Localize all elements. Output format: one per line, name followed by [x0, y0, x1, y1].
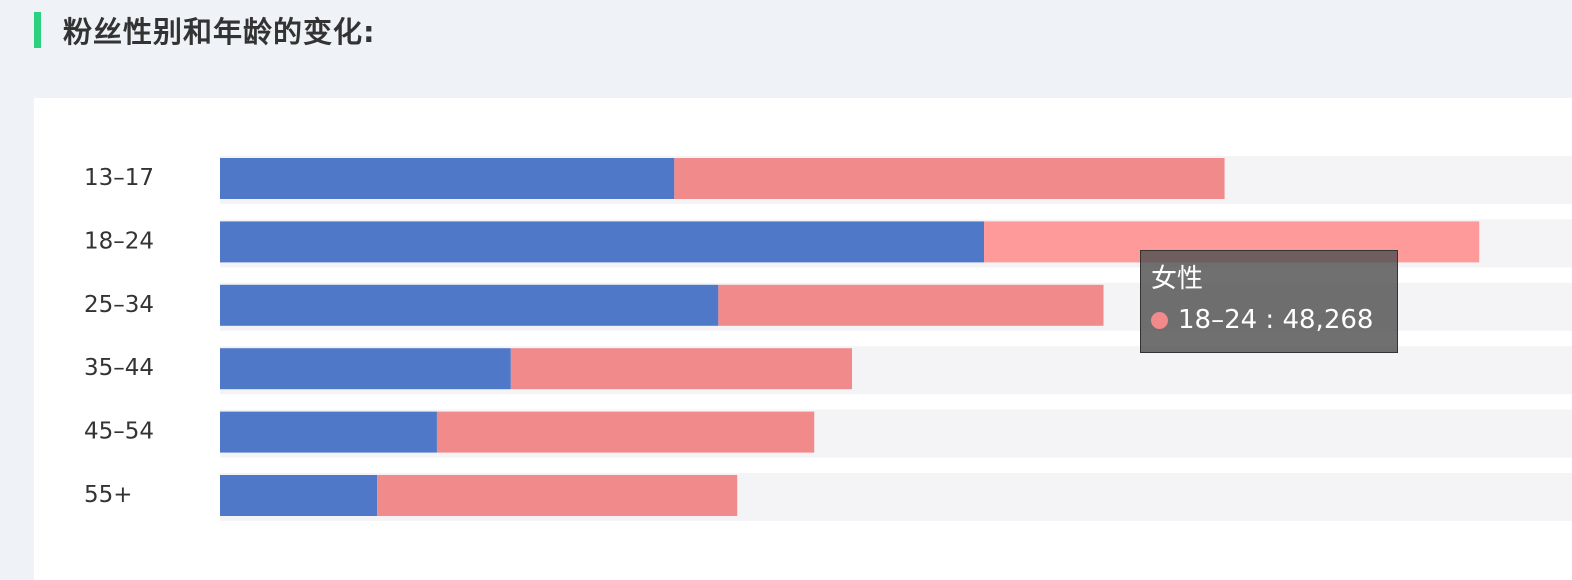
bar-series1-3[interactable] — [510, 348, 852, 390]
y-tick-label-4: 45–54 — [84, 419, 154, 445]
bar-series0-1[interactable] — [220, 221, 985, 263]
tooltip-category: 18–24 — [1178, 305, 1258, 335]
y-tick-label-1: 18–24 — [84, 228, 154, 254]
y-tick-label-5: 55+ — [84, 482, 133, 508]
chart-tooltip: 女性 18–24 : 48,268 — [1140, 250, 1398, 353]
bar-series0-5[interactable] — [220, 475, 378, 516]
tooltip-series-name: 女性 — [1151, 264, 1204, 294]
y-tick-label-0: 13–17 — [84, 165, 154, 191]
bar-series1-0[interactable] — [674, 158, 1225, 199]
bar-series0-0[interactable] — [220, 158, 675, 199]
bar-series0-3[interactable] — [220, 348, 511, 390]
tooltip-separator: : — [1257, 305, 1283, 335]
tooltip-row: 18–24 : 48,268 — [1151, 304, 1387, 336]
bar-series1-2[interactable] — [718, 284, 1104, 326]
bar-series1-4[interactable] — [436, 411, 815, 453]
tooltip-color-dot — [1151, 311, 1168, 329]
bar-series1-5[interactable] — [377, 475, 738, 516]
section-title: 粉丝性别和年龄的变化: — [63, 15, 376, 49]
y-tick-label-2: 25–34 — [84, 292, 154, 318]
y-tick-label-3: 35–44 — [84, 355, 154, 381]
section-accent-bar — [34, 12, 41, 48]
bar-series0-4[interactable] — [220, 411, 437, 453]
section-header: 粉丝性别和年龄的变化: — [34, 12, 376, 49]
bar-series0-2[interactable] — [220, 284, 719, 326]
tooltip-value: 48,268 — [1282, 305, 1374, 335]
